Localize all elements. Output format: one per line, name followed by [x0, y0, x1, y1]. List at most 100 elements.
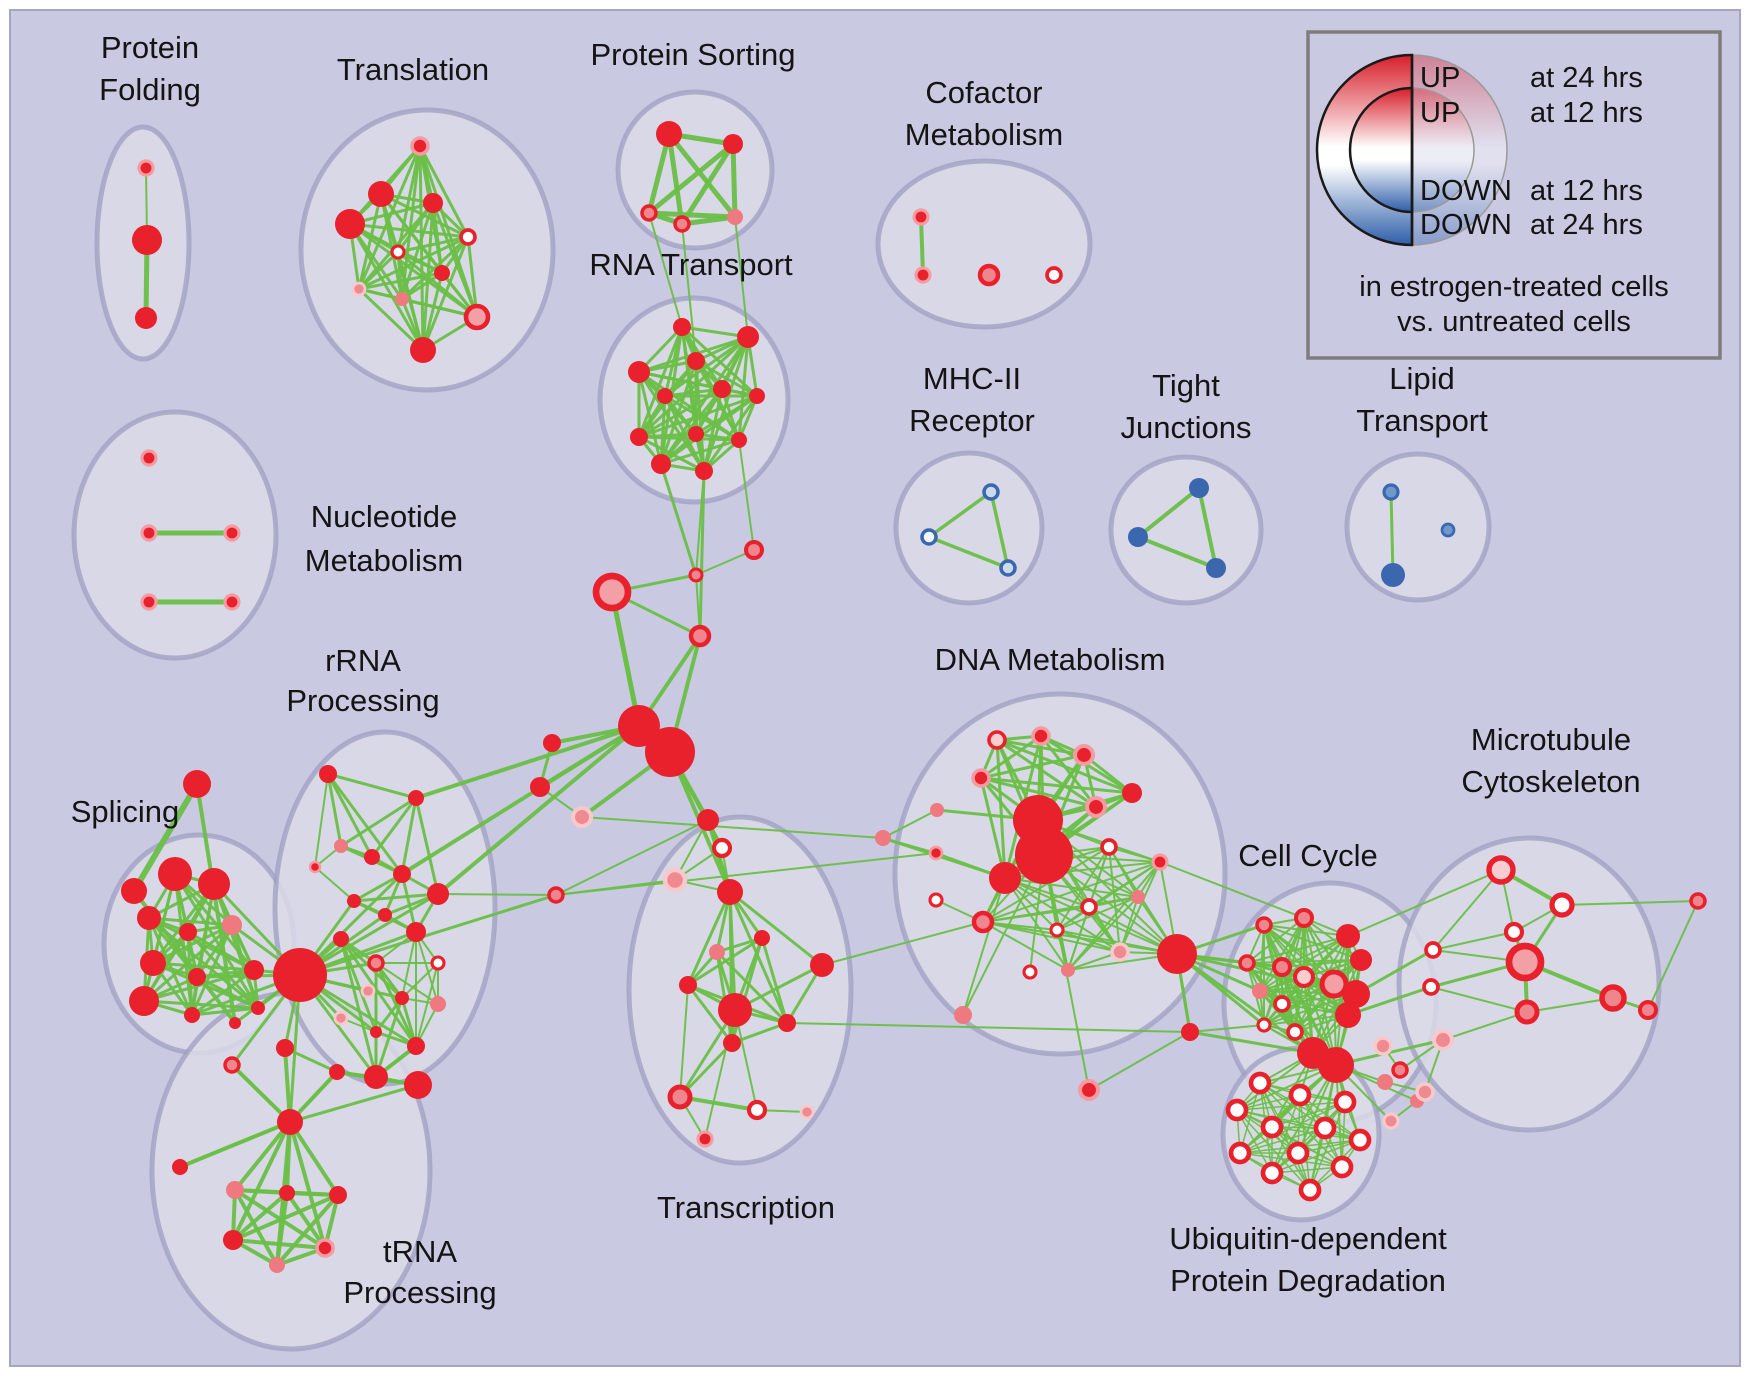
node-ub8[interactable] [1228, 1141, 1252, 1165]
node-ub12[interactable] [1298, 1178, 1322, 1202]
node-rr17[interactable] [333, 1010, 349, 1026]
node-tr8[interactable] [351, 281, 367, 297]
node-tn4[interactable] [404, 1071, 432, 1099]
node-cf4[interactable] [1045, 266, 1063, 284]
node-mt8[interactable] [1638, 1000, 1658, 1020]
node-ub11[interactable] [1330, 1155, 1354, 1179]
node-cc10[interactable] [1252, 983, 1268, 999]
node-rr10[interactable] [406, 922, 426, 942]
node-tr1[interactable] [410, 136, 430, 156]
node-sp2[interactable] [198, 868, 230, 900]
node-nu3[interactable] [223, 524, 241, 542]
node-sp10[interactable] [184, 1007, 200, 1023]
node-tr7[interactable] [434, 265, 450, 281]
node-x12[interactable] [723, 1034, 741, 1052]
node-mh3[interactable] [999, 559, 1017, 577]
node-tr3[interactable] [423, 193, 443, 213]
node-tn12[interactable] [269, 1257, 285, 1273]
node-nu5[interactable] [223, 593, 241, 611]
node-pf2[interactable] [132, 225, 162, 255]
node-rt7[interactable] [749, 388, 765, 404]
node-rr1[interactable] [319, 765, 337, 783]
node-x1[interactable] [547, 886, 565, 904]
node-ch4[interactable] [688, 624, 712, 648]
node-lp3[interactable] [1440, 522, 1456, 538]
node-tn3[interactable] [329, 1064, 345, 1080]
node-dm6[interactable] [1122, 783, 1142, 803]
node-nu4[interactable] [140, 593, 158, 611]
node-rr9[interactable] [378, 908, 392, 922]
node-tj1[interactable] [1189, 478, 1209, 498]
node-x9[interactable] [679, 976, 697, 994]
node-mt2[interactable] [1549, 892, 1575, 918]
node-hb2[interactable] [645, 727, 695, 777]
node-cc21[interactable] [1424, 941, 1442, 959]
node-tr10[interactable] [463, 303, 491, 331]
node-cc8[interactable] [1319, 969, 1349, 999]
node-cc4[interactable] [1350, 949, 1372, 971]
node-mh2[interactable] [920, 528, 938, 546]
node-dm3[interactable] [1072, 743, 1096, 767]
node-ps4[interactable] [673, 215, 691, 233]
node-x6[interactable] [754, 930, 770, 946]
node-lp1[interactable] [1382, 483, 1400, 501]
node-rr6[interactable] [308, 860, 322, 874]
node-nu1[interactable] [140, 449, 158, 467]
node-rr8[interactable] [347, 894, 361, 908]
node-lp2[interactable] [1381, 563, 1405, 587]
node-x7[interactable] [709, 944, 725, 960]
node-tr4[interactable] [335, 209, 365, 239]
node-tn2[interactable] [276, 1039, 294, 1057]
node-ps3[interactable] [640, 204, 658, 222]
node-x15[interactable] [799, 1104, 815, 1120]
node-tn5[interactable] [277, 1109, 303, 1135]
node-cc22[interactable] [1422, 978, 1440, 996]
node-rt4[interactable] [628, 361, 650, 383]
node-bb1[interactable] [1431, 1028, 1455, 1052]
node-ub7[interactable] [1348, 1128, 1372, 1152]
node-dm2[interactable] [1031, 726, 1051, 746]
node-rr16[interactable] [430, 996, 446, 1012]
node-x11[interactable] [778, 1014, 796, 1032]
node-rr2[interactable] [408, 790, 424, 806]
node-dm20[interactable] [1110, 942, 1130, 962]
node-rt9[interactable] [688, 426, 704, 442]
node-rt12[interactable] [695, 462, 713, 480]
node-rr14[interactable] [360, 983, 376, 999]
node-rr20[interactable] [364, 1065, 388, 1089]
node-tn9[interactable] [329, 1186, 347, 1204]
node-rr5[interactable] [393, 865, 411, 883]
node-cc3[interactable] [1336, 924, 1360, 948]
node-bb3[interactable] [1415, 1082, 1435, 1102]
node-cc18[interactable] [1391, 1061, 1409, 1079]
node-rt10[interactable] [731, 432, 747, 448]
node-tn8[interactable] [279, 1185, 295, 1201]
node-ps1[interactable] [656, 121, 682, 147]
node-mt3[interactable] [1503, 921, 1525, 943]
node-dm21[interactable] [1022, 964, 1038, 980]
node-rr7[interactable] [427, 883, 449, 905]
node-rr3[interactable] [334, 839, 348, 853]
node-sp8[interactable] [244, 960, 264, 980]
node-tr6[interactable] [390, 244, 406, 260]
node-x4[interactable] [697, 809, 719, 831]
node-dm1[interactable] [987, 730, 1007, 750]
node-pf1[interactable] [137, 159, 155, 177]
node-mh1[interactable] [982, 483, 1000, 501]
node-tg1[interactable] [183, 770, 211, 798]
node-dm22[interactable] [1061, 963, 1075, 977]
node-mt1[interactable] [1486, 855, 1516, 885]
node-rh[interactable] [273, 948, 327, 1002]
node-cc9[interactable] [1342, 980, 1370, 1008]
node-pf3[interactable] [135, 307, 157, 329]
node-tr5[interactable] [459, 228, 477, 246]
node-ub2[interactable] [1288, 1083, 1312, 1107]
node-cf3[interactable] [977, 263, 1001, 287]
node-dm19[interactable] [1049, 922, 1065, 938]
node-dm9[interactable] [928, 845, 944, 861]
node-x10[interactable] [718, 993, 752, 1027]
node-ub6[interactable] [1313, 1116, 1337, 1140]
node-dm17[interactable] [1080, 898, 1098, 916]
node-rr19[interactable] [407, 1037, 425, 1055]
node-dm24[interactable] [1181, 1023, 1199, 1041]
